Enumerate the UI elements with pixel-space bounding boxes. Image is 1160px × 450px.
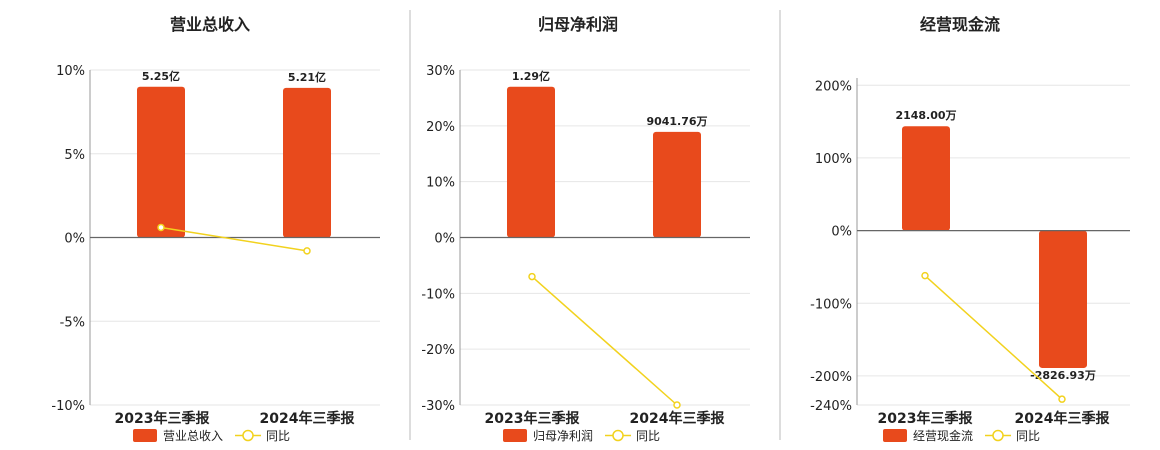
legend-label: 同比 <box>636 429 660 443</box>
legend-swatch-bar <box>503 429 527 442</box>
legend-label: 归母净利润 <box>533 429 593 443</box>
legend-label: 同比 <box>1016 429 1040 443</box>
bar-value-label: 1.29亿 <box>512 69 550 83</box>
legend-swatch-bar <box>883 429 907 442</box>
bar-value-label: -2826.93万 <box>1030 369 1096 382</box>
yoy-line <box>531 276 678 406</box>
y-tick-label: -5% <box>60 315 85 330</box>
y-tick-label: -30% <box>421 399 455 414</box>
bar <box>283 87 331 238</box>
y-tick-label: 10% <box>56 64 85 79</box>
x-category-label: 2024年三季报 <box>1015 410 1110 427</box>
y-tick-label: -10% <box>51 399 85 414</box>
legend-swatch-point <box>992 429 1004 442</box>
y-tick-label: 20% <box>426 120 455 135</box>
y-tick-label: 0% <box>434 232 455 247</box>
y-tick-label: -100% <box>810 297 852 312</box>
yoy-point <box>1058 395 1066 403</box>
yoy-point <box>157 223 165 232</box>
x-category-label: 2023年三季报 <box>115 410 210 427</box>
yoy-line <box>160 226 308 252</box>
y-tick-label: 0% <box>831 225 852 240</box>
y-tick-label: 10% <box>426 176 455 191</box>
yoy-line <box>924 275 1063 400</box>
y-tick-label: 0% <box>64 232 85 247</box>
yoy-point <box>528 272 536 281</box>
legend-swatch-point <box>612 429 624 442</box>
legend-label: 同比 <box>266 429 290 443</box>
bar-value-label: 9041.76万 <box>646 115 707 128</box>
bar-value-label: 5.21亿 <box>288 70 326 84</box>
legend-label: 经营现金流 <box>913 428 973 443</box>
bar <box>653 131 701 238</box>
chart-title: 营业总收入 <box>170 15 250 34</box>
legend-label: 营业总收入 <box>163 429 223 443</box>
bar <box>902 126 950 231</box>
x-category-label: 2023年三季报 <box>485 410 580 427</box>
legend-swatch-bar <box>133 429 157 442</box>
y-tick-label: -10% <box>421 287 455 302</box>
y-tick-label: -20% <box>421 343 455 358</box>
chart-title: 归母净利润 <box>538 15 618 34</box>
y-tick-label: 200% <box>815 79 852 94</box>
y-tick-label: -240% <box>810 399 852 414</box>
bar <box>507 86 555 238</box>
y-tick-label: 30% <box>426 64 455 79</box>
legend-swatch-point <box>242 429 254 442</box>
bar-value-label: 5.25亿 <box>142 69 180 83</box>
y-tick-label: 100% <box>815 152 852 167</box>
yoy-point <box>303 247 311 255</box>
yoy-point <box>673 401 681 409</box>
x-category-label: 2023年三季报 <box>878 410 973 427</box>
bar-value-label: 2148.00万 <box>895 109 956 122</box>
y-tick-label: -200% <box>810 370 852 385</box>
chart-title: 经营现金流 <box>920 15 1000 34</box>
x-category-label: 2024年三季报 <box>260 410 355 427</box>
yoy-point <box>921 271 929 280</box>
y-tick-label: 5% <box>64 148 85 163</box>
x-category-label: 2024年三季报 <box>630 410 725 427</box>
bar <box>1039 230 1087 368</box>
bar <box>137 86 185 238</box>
